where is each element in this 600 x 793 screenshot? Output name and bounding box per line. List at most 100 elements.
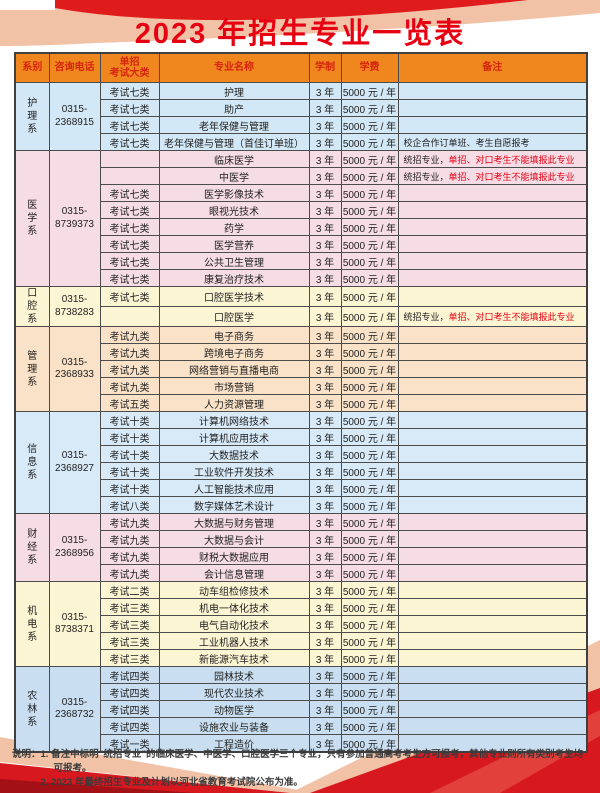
header-major: 专业名称 (158, 52, 310, 83)
major-name-cell: 老年保健与管理 (158, 116, 310, 134)
tuition-cell: 5000 元 / 年 (340, 343, 399, 361)
header-exam-line1: 单招 (119, 56, 140, 68)
tuition-cell: 5000 元 / 年 (340, 632, 399, 650)
remark-red-text: 单招、对口考生不能填报此专业 (448, 171, 575, 182)
tuition-cell: 5000 元 / 年 (340, 666, 399, 684)
table-row: 考试四类 现代农业技术 3 年 5000 元 / 年 (15, 683, 588, 701)
remark-cell (397, 598, 588, 616)
table-row: 医学系 0315-8739373 临床医学 3 年 5000 元 / 年统招专业，单招、… (14, 150, 588, 287)
exam-category-cell: 考试七类 (99, 269, 160, 287)
remark-red-text: 单招、对口考生不能填报此专业 (448, 154, 575, 165)
phone-cell: 0315-8738283 (48, 286, 101, 327)
duration-cell: 3 年 (308, 564, 342, 582)
header-exam-line2: 考试大类 (109, 68, 150, 79)
tuition-cell: 5000 元 / 年 (340, 581, 399, 599)
duration-cell: 3 年 (308, 343, 342, 361)
duration-cell: 3 年 (308, 252, 342, 270)
exam-category-cell: 考试三类 (99, 649, 160, 667)
remark-cell (397, 666, 588, 684)
table-row: 口腔医学 3 年 5000 元 / 年统招专业，单招、对口考生不能填报此专业 (15, 306, 588, 327)
duration-cell: 3 年 (308, 133, 342, 151)
duration-cell: 3 年 (308, 683, 342, 701)
duration-cell: 3 年 (308, 82, 342, 100)
table-row: 考试三类 电气自动化技术 3 年 5000 元 / 年 (15, 615, 588, 633)
duration-cell: 3 年 (308, 581, 342, 599)
tuition-cell: 5000 元 / 年 (340, 513, 399, 531)
remark-cell: 统招专业，单招、对口考生不能填报此专业 (397, 150, 588, 168)
major-name-cell: 动物医学 (158, 700, 310, 718)
major-name-cell: 大数据与财务管理 (158, 513, 310, 531)
tuition-cell: 5000 元 / 年 (340, 700, 399, 718)
header-dept: 系别 (14, 52, 50, 83)
exam-category-cell: 考试十类 (99, 445, 160, 463)
remark-cell (397, 632, 588, 650)
duration-cell: 3 年 (308, 547, 342, 565)
phone-cell: 0315-2368933 (48, 326, 101, 412)
remark-cell (397, 184, 588, 202)
exam-category-cell: 考试三类 (99, 632, 160, 650)
major-name-cell: 计算机网络技术 (158, 411, 310, 429)
tuition-cell: 5000 元 / 年 (340, 235, 399, 253)
major-name-cell: 机电一体化技术 (158, 598, 310, 616)
duration-cell: 3 年 (308, 462, 342, 480)
table-row: 考试五类 人力资源管理 3 年 5000 元 / 年 (15, 394, 588, 412)
duration-cell: 3 年 (308, 598, 342, 616)
major-name-cell: 康复治疗技术 (158, 269, 310, 287)
notes-items: 1. 备注中标明“统招专业”的临床医学、中医学、口腔医学三个专业，只有参加普通高… (41, 748, 587, 789)
exam-category-cell: 考试七类 (99, 99, 160, 117)
tuition-cell: 5000 元 / 年 (340, 547, 399, 565)
duration-cell: 3 年 (308, 326, 342, 344)
exam-category-cell: 考试九类 (99, 547, 160, 565)
exam-category-cell (99, 306, 160, 327)
tuition-cell: 5000 元 / 年 (340, 116, 399, 134)
remark-cell (397, 286, 588, 307)
remark-cell (397, 530, 588, 548)
department-cell: 医学系 (14, 150, 50, 287)
exam-category-cell: 考试七类 (99, 133, 160, 151)
tuition-cell: 5000 元 / 年 (340, 377, 399, 395)
top-red-swoosh (55, 0, 528, 21)
department-cell: 信息系 (14, 411, 50, 514)
department-cell: 机电系 (14, 581, 50, 667)
remark-cell (397, 683, 588, 701)
duration-cell: 3 年 (308, 411, 342, 429)
table-row: 考试三类 机电一体化技术 3 年 5000 元 / 年 (15, 598, 588, 616)
major-name-cell: 市场营销 (158, 377, 310, 395)
table-row: 考试八类 数字媒体艺术设计 3 年 5000 元 / 年 (15, 496, 588, 514)
tuition-cell: 5000 元 / 年 (340, 167, 399, 185)
department-name: 管理系 (27, 350, 38, 388)
tuition-cell: 5000 元 / 年 (340, 734, 399, 753)
major-name-cell: 现代农业技术 (158, 683, 310, 701)
table-row: 考试四类 设施农业与装备 3 年 5000 元 / 年 (15, 717, 588, 735)
table-row: 考试九类 市场营销 3 年 5000 元 / 年 (15, 377, 588, 395)
department-cell: 财经系 (14, 513, 50, 582)
exam-category-cell: 考试九类 (99, 343, 160, 361)
header-exam: 单招 考试大类 (99, 52, 160, 83)
major-name-cell: 工业软件开发技术 (158, 462, 310, 480)
table-row: 管理系 0315-2368933 考试九类 电子商务 3 年 5000 元 / 年 (14, 326, 588, 412)
remark-cell (397, 235, 588, 253)
duration-cell: 3 年 (308, 530, 342, 548)
phone-cell: 0315-8738371 (48, 581, 101, 667)
exam-category-cell: 考试七类 (99, 286, 160, 307)
duration-cell: 3 年 (308, 513, 342, 531)
exam-category-cell: 考试三类 (99, 598, 160, 616)
exam-category-cell: 考试四类 (99, 683, 160, 701)
duration-cell: 3 年 (308, 269, 342, 287)
remark-text: 统招专业， (403, 312, 449, 322)
department-name: 机电系 (27, 605, 38, 643)
page-title: 2023 年招生专业一览表 (134, 18, 466, 50)
duration-cell: 3 年 (308, 360, 342, 378)
remark-cell (397, 201, 588, 219)
tuition-cell: 5000 元 / 年 (340, 252, 399, 270)
major-name-cell: 电子商务 (158, 326, 310, 344)
table-row: 口腔系 0315-8738283 考试七类 口腔医学技术 3 年 5000 元 / 年 (14, 286, 588, 327)
major-name-cell: 计算机应用技术 (158, 428, 310, 446)
table-row: 考试七类 老年保健与管理 3 年 5000 元 / 年 (15, 116, 588, 134)
department-cell: 护理系 (14, 82, 50, 151)
tuition-cell: 5000 元 / 年 (340, 133, 399, 151)
exam-category-cell (99, 150, 160, 168)
duration-cell: 3 年 (308, 235, 342, 253)
remark-cell (397, 445, 588, 463)
tuition-cell: 5000 元 / 年 (340, 99, 399, 117)
